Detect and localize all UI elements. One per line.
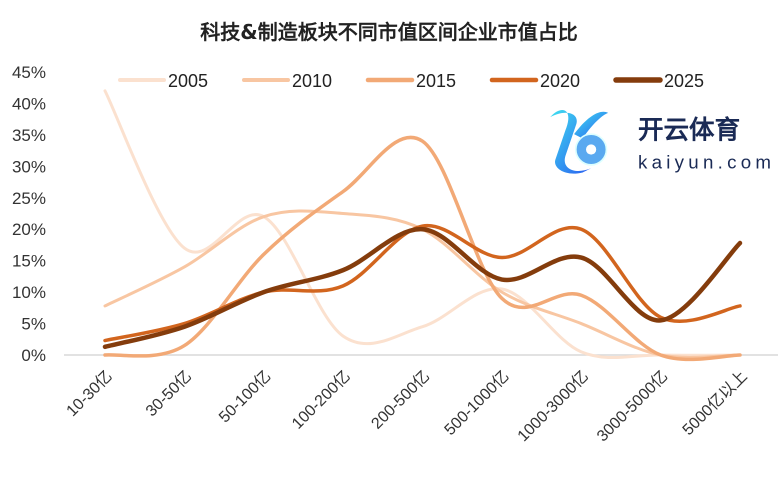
- kaiyun-watermark-logo: 开云体育 kaiyun.com: [550, 109, 770, 174]
- series-line-2005: [103, 89, 742, 360]
- y-tick-label: 40%: [12, 94, 46, 113]
- y-tick-label: 15%: [12, 252, 46, 271]
- legend-label-2025: 2025: [664, 71, 704, 91]
- watermark-domain: kaiyun.com: [638, 151, 770, 172]
- series-line-2020: [103, 224, 742, 343]
- watermark-brand: 开云体育: [638, 115, 740, 145]
- legend-label-2005: 2005: [168, 71, 208, 91]
- y-tick-label: 5%: [21, 315, 46, 334]
- x-tick-label: 50-100亿: [215, 367, 274, 426]
- y-tick-label: 20%: [12, 220, 46, 239]
- x-tick-label: 10-30亿: [63, 367, 116, 420]
- y-tick-label: 35%: [12, 126, 46, 145]
- y-tick-label: 30%: [12, 157, 46, 176]
- y-tick-label: 45%: [12, 63, 46, 82]
- series-line-2010: [103, 209, 742, 359]
- legend-label-2010: 2010: [292, 71, 332, 91]
- x-tick-label: 5000亿以上: [679, 367, 751, 439]
- x-tick-label: 100-200亿: [288, 367, 354, 433]
- chart-title: 科技&制造板块不同市值区间企业市值占比: [200, 20, 578, 44]
- x-tick-label: 3000-5000亿: [593, 367, 671, 445]
- x-tick-label: 30-50亿: [142, 367, 195, 420]
- y-tick-label: 10%: [12, 283, 46, 302]
- x-tick-label: 1000-3000亿: [514, 367, 592, 445]
- legend-label-2015: 2015: [416, 71, 456, 91]
- x-tick-label: 500-1000亿: [441, 367, 513, 439]
- y-tick-label: 0%: [21, 346, 46, 365]
- x-tick-label: 200-500亿: [368, 367, 434, 433]
- y-tick-label: 25%: [12, 189, 46, 208]
- legend-label-2020: 2020: [540, 71, 580, 91]
- series-line-2025: [102, 226, 743, 350]
